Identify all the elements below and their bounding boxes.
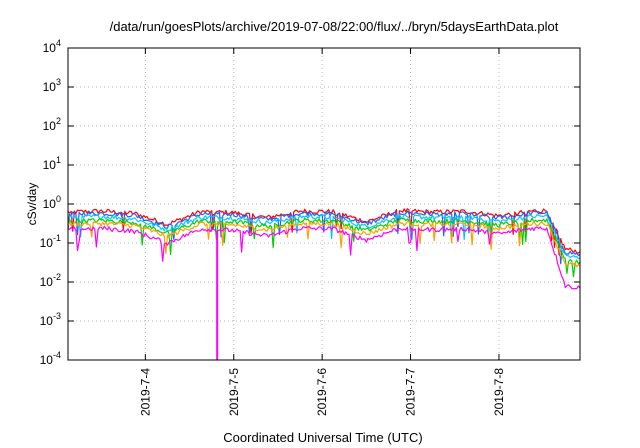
x-tick-label: 2019-7-5 — [227, 368, 241, 416]
y-tick-label: 101 — [43, 155, 61, 172]
y-tick-label: 10-2 — [40, 272, 61, 289]
x-tick-label: 2019-7-7 — [404, 368, 418, 416]
series-line — [67, 217, 581, 278]
series-line — [67, 213, 580, 260]
chart-title: /data/run/goesPlots/archive/2019-07-08/2… — [110, 19, 559, 34]
gridlines — [68, 48, 580, 360]
y-axis: 10-4 10-3 10-2 10-1 100 101 102 103 104 — [40, 38, 580, 367]
series-layer — [67, 208, 581, 360]
y-tick-label: 103 — [43, 77, 61, 94]
x-tick-label: 2019-7-4 — [138, 368, 152, 416]
y-tick-label: 102 — [43, 116, 61, 133]
y-tick-label: 10-4 — [40, 350, 61, 367]
y-tick-label: 104 — [43, 38, 61, 55]
series-line — [67, 210, 581, 265]
x-axis-label: Coordinated Universal Time (UTC) — [223, 430, 422, 445]
y-axis-label: cSv/day — [25, 183, 39, 226]
series-line — [67, 220, 581, 268]
x-axis: 2019-7-4 2019-7-5 2019-7-6 2019-7-7 2019-7-8 — [138, 48, 506, 416]
y-tick-label: 10-3 — [40, 311, 61, 328]
series-line — [67, 225, 581, 290]
y-tick-label: 10-1 — [40, 233, 61, 250]
y-tick-label: 100 — [43, 194, 61, 211]
x-tick-label: 2019-7-8 — [492, 368, 506, 416]
x-tick-label: 2019-7-6 — [315, 368, 329, 416]
